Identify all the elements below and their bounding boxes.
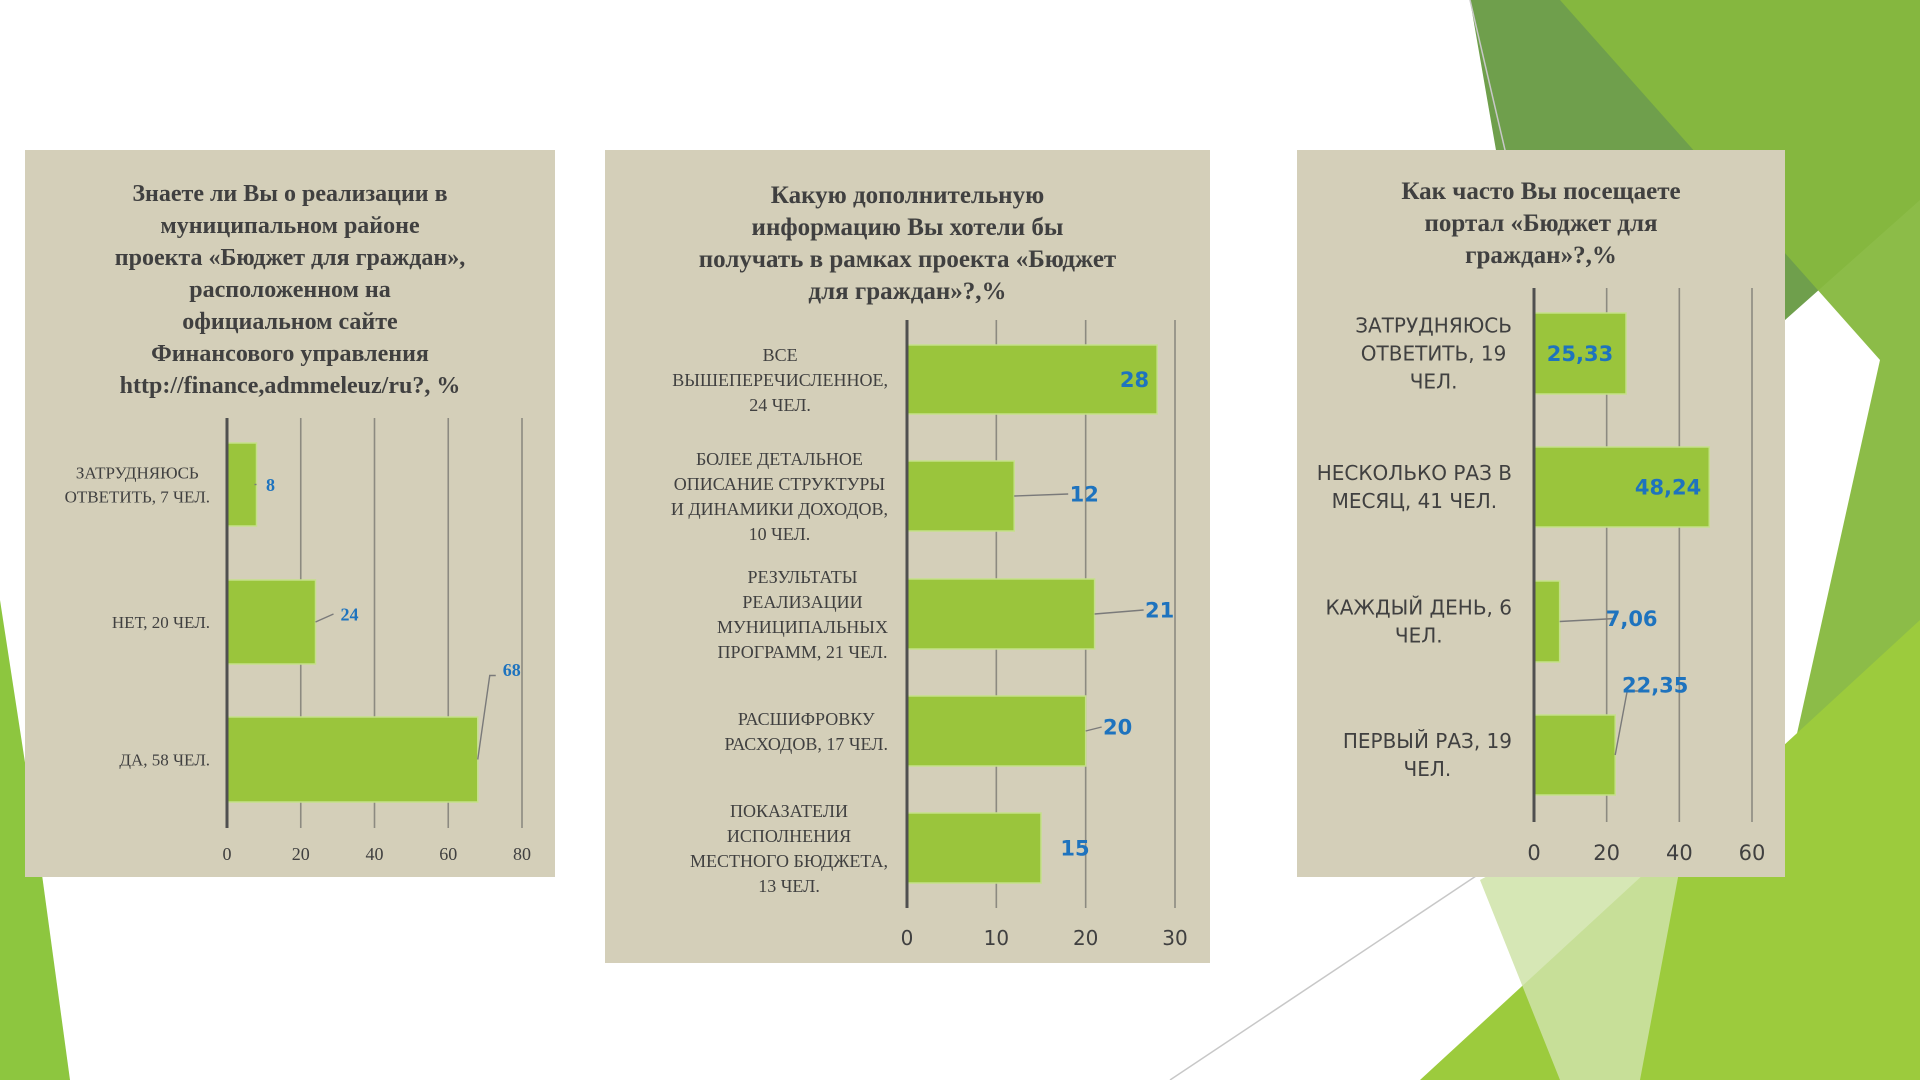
data-label: 24 (341, 604, 359, 624)
data-label: 28 (1120, 368, 1149, 392)
chart-panel-additional-info: Какую дополнительную информацию Вы хотел… (605, 150, 1210, 963)
data-label: 15 (1060, 836, 1089, 860)
x-tick-label: 40 (366, 844, 384, 864)
chart-panel-visit-frequency: Как часто Вы посещаете портал «Бюджет дл… (1297, 150, 1785, 877)
category-label: РЕЗУЛЬТАТЫ РЕАЛИЗАЦИИ МУНИЦИПАЛЬНЫХ ПРОГРАМ… (717, 567, 888, 662)
data-label: 48,24 (1635, 475, 1701, 499)
category-label: НЕТ, 20 ЧЕЛ. (112, 613, 210, 632)
bars (906, 344, 1158, 884)
x-tick-label: 20 (1073, 926, 1098, 950)
data-label: 21 (1145, 598, 1174, 622)
x-tick-label: 0 (1527, 841, 1540, 865)
bar-chart-awareness: ЗАТРУДНЯЮСЬ ОТВЕТИТЬ, 7 ЧЕЛ. НЕТ, 20 ЧЕЛ. Д… (65, 418, 531, 864)
bars (1533, 312, 1711, 796)
category-label: ЗАТРУДНЯЮСЬ ОТВЕТИТЬ, 19 ЧЕЛ. (1355, 314, 1512, 394)
chart-panel-awareness: Знаете ли Вы о реализации в муниципально… (25, 150, 555, 877)
x-tick-label: 60 (1739, 841, 1766, 865)
bars (226, 442, 479, 803)
x-tick-label: 20 (1593, 841, 1620, 865)
leader-line (1085, 726, 1102, 732)
category-label: ВСЕ ВЫШЕПЕРЕЧИСЛЕННОЕ, 24 ЧЕЛ. (672, 345, 888, 415)
data-label: 20 (1103, 715, 1132, 739)
leader-line (315, 613, 334, 623)
category-label: БОЛЕЕ ДЕТАЛЬНОЕ ОПИСАНИЕ СТРУКТУРЫ И ДИНАМ… (671, 449, 888, 544)
category-label: КАЖДЫЙ ДЕНЬ, 6 ЧЕЛ. (1326, 596, 1512, 648)
data-label: 8 (266, 475, 275, 495)
bar (226, 442, 258, 527)
category-label: ПЕРВЫЙ РАЗ, 19 ЧЕЛ. (1343, 729, 1512, 781)
leader-line (1559, 617, 1616, 623)
chart-title: Какую дополнительную информацию Вы хотел… (698, 182, 1117, 305)
x-tick-label: 30 (1162, 926, 1187, 950)
data-label: 7,06 (1606, 607, 1658, 631)
data-label: 25,33 (1547, 342, 1613, 366)
data-label: 12 (1070, 482, 1099, 506)
bar (1533, 312, 1627, 395)
leader-line (1014, 493, 1069, 497)
category-label: ДА, 58 ЧЕЛ. (119, 750, 210, 769)
bar (226, 716, 479, 803)
x-tick-label: 0 (901, 926, 914, 950)
data-label: 68 (503, 660, 521, 680)
chart-title: Как часто Вы посещаете портал «Бюджет дл… (1401, 178, 1681, 269)
category-label: РАСШИФРОВКУ РАСХОДОВ, 17 ЧЕЛ. (725, 709, 889, 754)
x-tick-label: 40 (1666, 841, 1693, 865)
bar (906, 695, 1087, 767)
bar (1533, 580, 1561, 663)
x-tick-label: 0 (223, 844, 232, 864)
bar-chart-visit-frequency: ЗАТРУДНЯЮСЬ ОТВЕТИТЬ, 19 ЧЕЛ. НЕСКОЛЬКО РАЗ… (1317, 288, 1766, 865)
bar (1533, 714, 1616, 796)
category-label: НЕСКОЛЬКО РАЗ В МЕСЯЦ, 41 ЧЕЛ. (1317, 461, 1512, 513)
bar (906, 578, 1096, 650)
bar (906, 344, 1158, 415)
bar (226, 579, 317, 665)
x-tick-label: 20 (292, 844, 310, 864)
bar-chart-additional-info: ВСЕ ВЫШЕПЕРЕЧИСЛЕННОЕ, 24 ЧЕЛ. БОЛЕЕ ДЕТАЛЬ… (671, 320, 1188, 950)
bar (906, 812, 1042, 884)
leader-line (477, 674, 496, 760)
gridlines (1605, 288, 1753, 822)
x-tick-label: 80 (513, 844, 531, 864)
chart-title: Знаете ли Вы о реализации в муниципально… (114, 181, 466, 399)
x-tick-label: 10 (984, 926, 1009, 950)
category-label: ЗАТРУДНЯЮСЬ ОТВЕТИТЬ, 7 ЧЕЛ. (65, 463, 210, 506)
x-tick-label: 60 (439, 844, 457, 864)
leader-line (1094, 609, 1144, 615)
bar (1533, 446, 1711, 528)
data-label: 22,35 (1622, 673, 1688, 697)
leader-line (1614, 690, 1640, 756)
bar (906, 460, 1015, 532)
category-label: ПОКАЗАТЕЛИ ИСПОЛНЕНИЯ МЕСТНОГО БЮДЖЕТА, 13 … (690, 801, 888, 896)
